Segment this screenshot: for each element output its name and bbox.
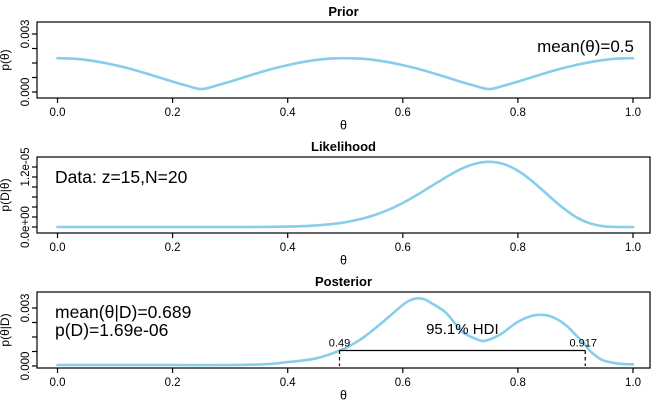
x-tick-label: 0.4 [280,107,297,119]
y-tick-label: 0.003 [20,20,32,49]
plot-frame [36,156,651,234]
posterior-curve [56,296,635,367]
y-tick-label: 0.000 [20,352,32,381]
posterior-mean-annotation: mean(θ|D)=0.689 [55,302,191,322]
x-tick-label: 0.0 [50,377,66,389]
x-tick-label: 0.6 [395,242,411,254]
x-tick-label: 0.8 [510,107,526,119]
x-tick-label: 0.2 [165,242,181,254]
evidence-annotation: p(D)=1.69e-06 [55,320,168,340]
x-tick-label: 0.0 [50,107,66,119]
x-axis-label: θ [340,254,347,268]
likelihood-panel: 0.0e+00 1.2e-05 0.0 0.2 0.4 0.6 0.8 1.0 Likelih… [0,139,651,268]
x-tick-label: 0.4 [280,377,297,389]
panel-title: Likelihood [311,139,376,154]
x-tick-label: 1.0 [625,242,641,254]
y-axis-label: p(θ|D) [0,313,12,346]
x-tick-label: 1.0 [625,377,641,389]
x-tick-label: 0.8 [510,242,526,254]
posterior-panel: 0.000 0.003 0.0 0.2 0.4 0.6 0.8 1.0 Posterior p… [0,274,651,403]
x-tick-label: 0.2 [165,377,181,389]
hdi-marker: 0.49 0.917 95.1% HDI [329,321,597,366]
y-tick-label: 0.0e+00 [20,206,32,248]
x-axis-label: θ [340,389,347,403]
hdi-upper-value: 0.917 [569,338,597,350]
plot-frame [36,21,651,99]
data-annotation: Data: z=15,N=20 [55,167,188,187]
y-axis-label: p(θ) [0,49,12,70]
posterior-axes-and-curve: 0.000 0.003 0.0 0.2 0.4 0.6 0.8 1.0 [20,294,641,389]
x-tick-label: 0.8 [510,377,526,389]
y-tick-label: 0.003 [20,294,32,323]
x-tick-label: 0.4 [280,242,297,254]
x-tick-label: 0.6 [395,107,411,119]
hdi-lower-value: 0.49 [329,338,350,350]
y-tick-label: 0.000 [20,78,32,107]
x-tick-label: 1.0 [625,107,641,119]
hdi-title: 95.1% HDI [426,321,499,338]
panel-title: Prior [328,4,358,19]
likelihood-curve [56,160,635,229]
plot-frame [36,291,651,369]
x-tick-label: 0.2 [165,107,181,119]
x-tick-label: 0.6 [395,377,411,389]
panel-title: Posterior [315,274,372,289]
x-axis-label: θ [340,119,347,133]
y-tick-label: 1.2e-05 [20,147,32,186]
likelihood-axes-and-curve: 0.0e+00 1.2e-05 0.0 0.2 0.4 0.6 0.8 1.0 [20,147,641,254]
prior-axes-and-curve: 0.000 0.003 0.0 0.2 0.4 0.6 0.8 1.0 [20,20,641,119]
prior-curve [56,56,635,91]
y-axis-label: p(D|θ) [0,178,12,211]
x-tick-label: 0.0 [50,242,66,254]
prior-mean-annotation: mean(θ)=0.5 [537,37,634,56]
